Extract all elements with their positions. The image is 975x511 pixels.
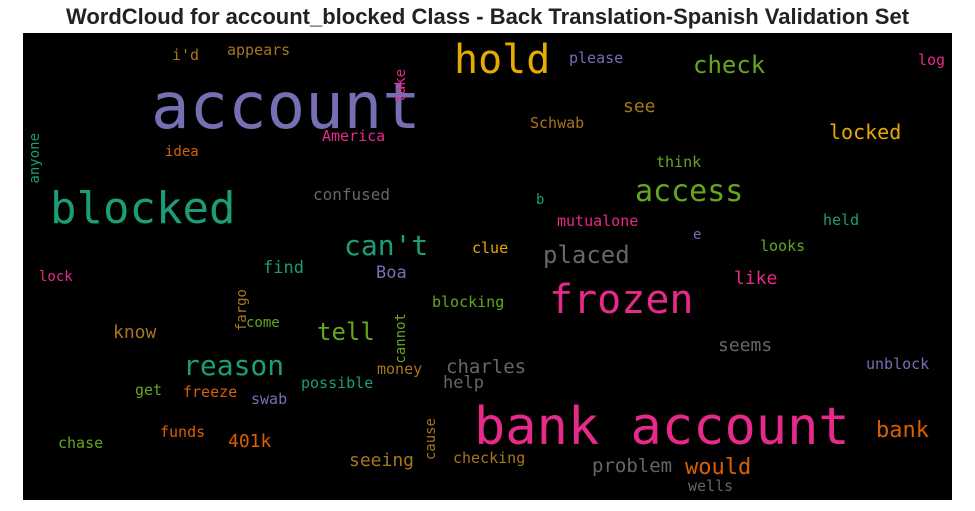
word-hold: hold xyxy=(454,37,550,83)
word-wells: wells xyxy=(688,477,733,495)
word-appears: appears xyxy=(227,41,290,59)
word-help: help xyxy=(443,373,484,393)
word-swab: swab xyxy=(251,390,287,408)
word-lock: lock xyxy=(39,269,73,285)
word-checking: checking xyxy=(453,449,525,467)
word-blocked: blocked xyxy=(50,183,235,234)
word-seems: seems xyxy=(718,335,772,356)
word-would: would xyxy=(685,455,751,480)
word-blocking: blocking xyxy=(432,293,504,311)
word-please: please xyxy=(569,49,623,67)
word-come: come xyxy=(246,315,280,331)
word-boa: Boa xyxy=(376,263,407,283)
word-account: account xyxy=(151,70,421,144)
word-schwab: Schwab xyxy=(530,114,584,132)
word-freeze: freeze xyxy=(183,383,237,401)
wordcloud-canvas: account bank account blocked hold frozen acce… xyxy=(23,33,952,500)
word-reason: reason xyxy=(183,349,284,382)
word-think: think xyxy=(656,153,701,171)
word-check: check xyxy=(693,51,766,79)
word-find: find xyxy=(263,258,304,278)
word-anyone: anyone xyxy=(27,133,43,184)
word-take: take xyxy=(393,69,409,103)
word-america: America xyxy=(322,127,385,145)
word-cannot: cannot xyxy=(393,313,409,364)
word-cause: cause xyxy=(423,418,439,460)
word-tell: tell xyxy=(317,318,375,346)
word-401k: 401k xyxy=(228,431,272,452)
word-confused: confused xyxy=(313,185,390,204)
word-bank-account: bank account xyxy=(474,397,850,457)
word-money: money xyxy=(377,360,422,378)
word-locked: locked xyxy=(829,120,901,144)
word-bank: bank xyxy=(876,418,929,443)
word-placed: placed xyxy=(543,241,630,269)
word-problem: problem xyxy=(592,455,672,477)
word-like: like xyxy=(734,268,777,289)
word-i-d: i'd xyxy=(172,46,199,64)
word-clue: clue xyxy=(472,239,508,257)
word-frozen: frozen xyxy=(549,277,694,323)
word-log: log xyxy=(918,51,945,69)
word-fargo: fargo xyxy=(234,289,250,331)
word-funds: funds xyxy=(160,423,205,441)
word-idea: idea xyxy=(165,144,199,160)
word-e: e xyxy=(693,227,701,243)
word-can-t: can't xyxy=(344,229,428,262)
word-b: b xyxy=(536,192,544,208)
chart-title: WordCloud for account_blocked Class - Ba… xyxy=(65,4,910,29)
word-know: know xyxy=(113,322,157,343)
word-chase: chase xyxy=(58,434,103,452)
word-access: access xyxy=(635,174,743,209)
word-seeing: seeing xyxy=(349,450,414,471)
word-looks: looks xyxy=(760,237,805,255)
word-get: get xyxy=(135,381,162,399)
word-mutualone: mutualone xyxy=(557,212,638,230)
word-see: see xyxy=(623,96,656,117)
word-charles: charles xyxy=(446,356,526,378)
word-held: held xyxy=(823,211,859,229)
word-possible: possible xyxy=(301,374,373,392)
word-unblock: unblock xyxy=(866,355,929,373)
